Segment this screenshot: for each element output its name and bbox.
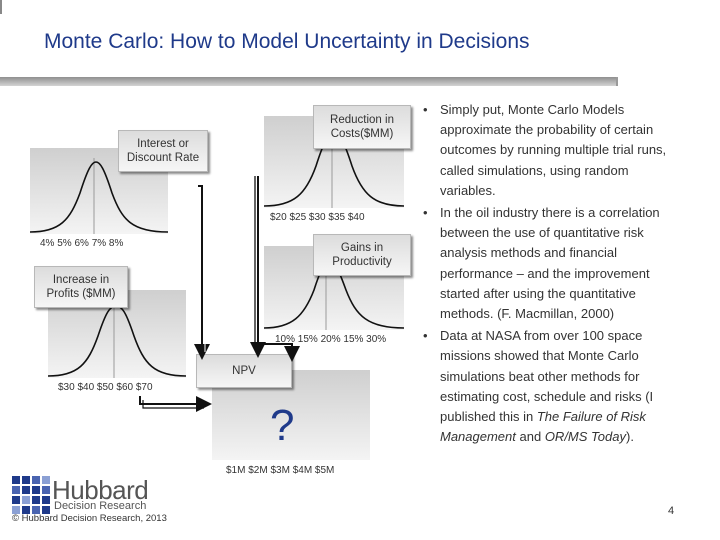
bullet-item: • In the oil industry there is a correlat… [423,205,660,322]
logo-subtitle: Decision Research [54,500,147,512]
interest-rate-label: Interest or Discount Rate [118,130,208,172]
bullet-text: Simply put, Monte Carlo Models approxima… [440,102,667,198]
logo-name: Hubbard [52,475,149,505]
profits-ticks: $30 $40 $50 $60 $70 [58,382,153,393]
bullet-text: Data at NASA from over 100 space mission… [440,328,654,445]
productivity-label: Gains in Productivity [313,234,411,276]
slide-title: Monte Carlo: How to Model Uncertainty in… [44,30,530,53]
npv-label: NPV [196,354,292,388]
title-underline-end [616,77,618,86]
page-number: 4 [668,505,675,517]
cost-reduction-label: Reduction in Costs($MM) [313,105,411,149]
productivity-ticks: 10% 15% 20% 15% 30% [275,334,387,345]
bullet-text: In the oil industry there is a correlati… [440,205,660,322]
interest-rate-curve [30,158,168,234]
arrow-profits-to-npv [139,396,212,412]
hubbard-grid-logo-icon [12,476,50,514]
bullet-item: • Simply put, Monte Carlo Models approxim… [423,102,667,198]
bullet-item: • Data at NASA from over 100 space missio… [423,328,654,445]
journal-title: OR/MS Today [544,429,626,445]
copyright-text: © Hubbard Decision Research, 2013 [12,513,167,524]
title-underline [0,77,616,86]
interest-rate-ticks: 4% 5% 6% 7% 8% [40,238,124,249]
profits-label: Increase in Profits ($MM) [34,266,128,308]
npv-unknown: ? [270,401,295,450]
cost-reduction-ticks: $20 $25 $30 $35 $40 [270,212,365,223]
book-title: The Failure of Risk Management [440,409,646,445]
arrow-interest-to-npv [194,185,210,360]
arrow-productivity-to-npv [252,343,300,362]
npv-ticks: $1M $2M $3M $4M $5M [226,465,335,476]
flow-arrows [139,176,300,412]
corner-marker [0,0,2,14]
bullet-list: • Simply put, Monte Carlo Models approxim… [418,100,680,449]
